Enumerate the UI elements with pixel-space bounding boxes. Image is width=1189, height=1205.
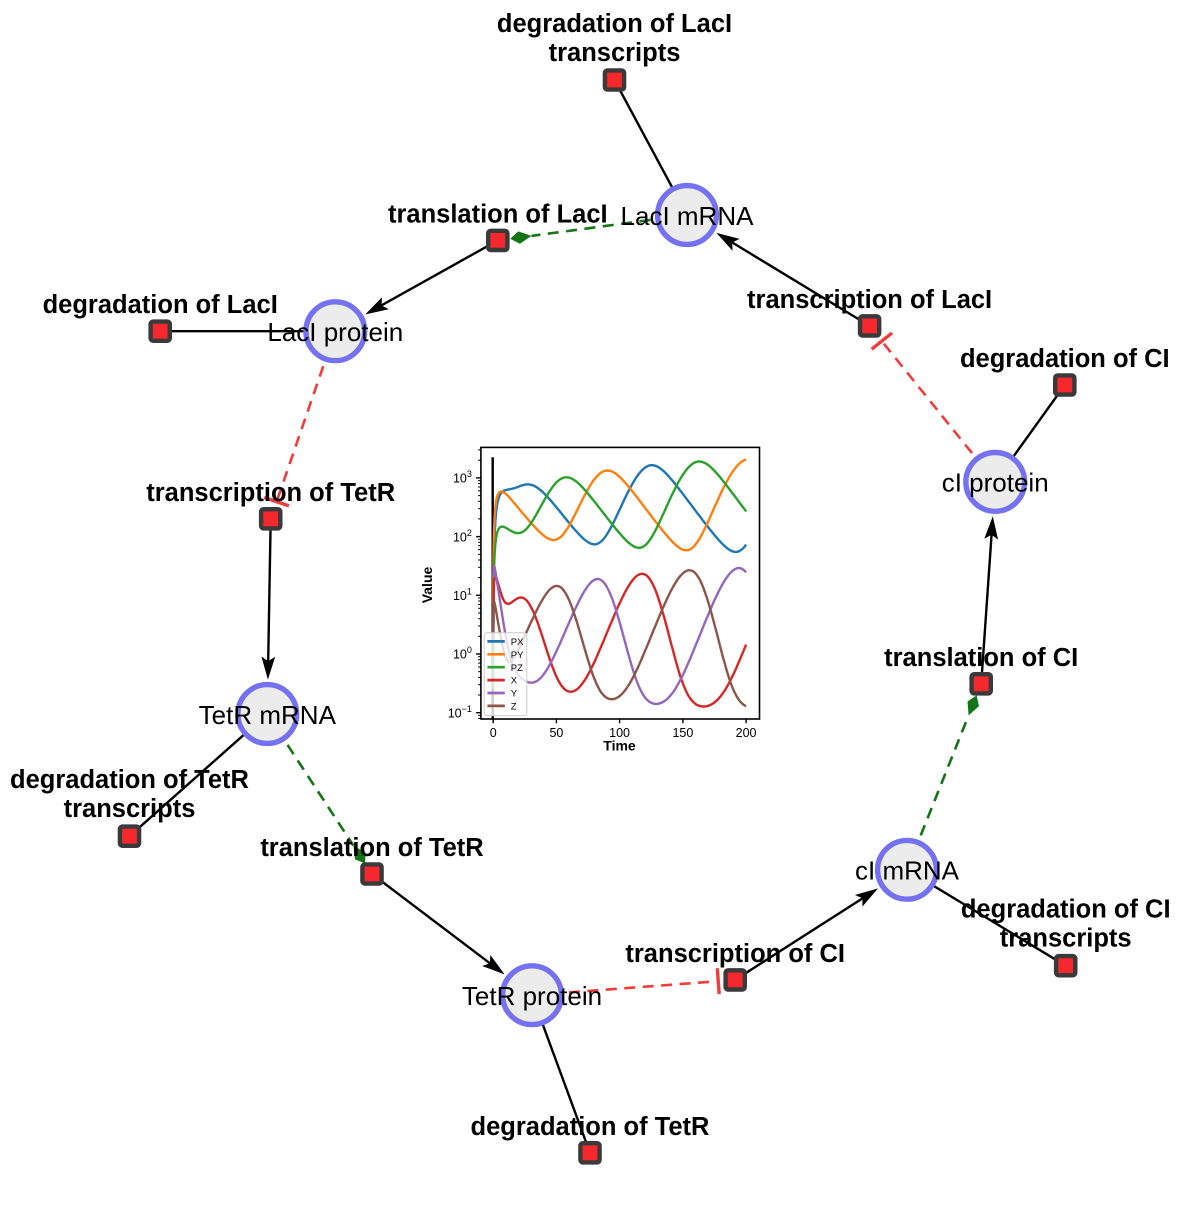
svg-text:transcripts: transcripts	[549, 39, 681, 67]
svg-text:degradation of LacI: degradation of LacI	[497, 10, 732, 38]
svg-text:50: 50	[549, 726, 563, 740]
svg-text:transcripts: transcripts	[64, 795, 196, 823]
svg-text:200: 200	[736, 726, 757, 740]
svg-text:TetR mRNA: TetR mRNA	[199, 700, 337, 730]
svg-text:degradation of CI: degradation of CI	[961, 896, 1171, 924]
svg-text:degradation of TetR: degradation of TetR	[471, 1113, 710, 1141]
svg-text:Z: Z	[511, 702, 517, 713]
svg-text:PZ: PZ	[511, 663, 523, 674]
svg-text:X: X	[511, 676, 518, 687]
svg-text:translation of TetR: translation of TetR	[260, 834, 483, 862]
svg-text:PY: PY	[511, 650, 524, 661]
svg-text:degradation of LacI: degradation of LacI	[43, 291, 278, 319]
svg-text:0: 0	[490, 726, 497, 740]
svg-text:transcripts: transcripts	[1000, 925, 1132, 953]
svg-text:Y: Y	[511, 689, 518, 700]
svg-text:Time: Time	[603, 738, 636, 754]
svg-text:LacI mRNA: LacI mRNA	[621, 201, 755, 231]
svg-text:transcription of TetR: transcription of TetR	[146, 479, 395, 507]
svg-text:translation of CI: translation of CI	[884, 644, 1078, 672]
svg-text:Value: Value	[419, 567, 435, 604]
svg-text:cI protein: cI protein	[942, 468, 1049, 498]
svg-text:translation of LacI: translation of LacI	[388, 200, 608, 228]
svg-text:cI mRNA: cI mRNA	[855, 856, 960, 886]
svg-text:transcription of LacI: transcription of LacI	[747, 286, 992, 314]
svg-text:100: 100	[609, 726, 630, 740]
svg-text:150: 150	[672, 726, 693, 740]
svg-text:TetR protein: TetR protein	[462, 981, 602, 1011]
svg-text:PX: PX	[511, 637, 524, 648]
svg-text:degradation of TetR: degradation of TetR	[10, 766, 249, 794]
svg-text:transcription of CI: transcription of CI	[625, 940, 845, 968]
svg-text:degradation of CI: degradation of CI	[960, 345, 1170, 373]
svg-text:LacI protein: LacI protein	[267, 317, 403, 347]
